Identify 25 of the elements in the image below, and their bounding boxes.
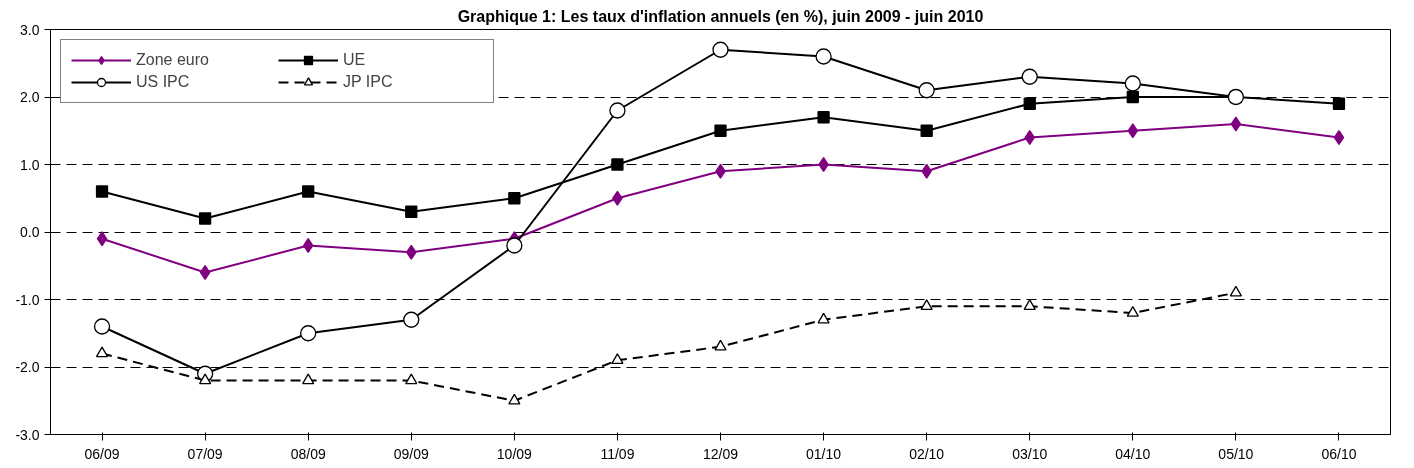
- x-tick-label: 07/09: [187, 445, 223, 462]
- x-tick-label: 04/10: [1115, 445, 1151, 462]
- x-tick-label: 02/10: [909, 445, 945, 462]
- x-tick-label: 10/09: [496, 445, 533, 462]
- x-tick-label: 01/10: [806, 445, 842, 462]
- y-tick-label: 3.0: [20, 21, 40, 38]
- legend-label: JP IPC: [343, 73, 394, 91]
- y-tick-label: 1.0: [20, 156, 40, 173]
- x-tick-label: 11/09: [600, 445, 635, 462]
- y-tick-label: -2.0: [15, 359, 40, 375]
- x-tick-label: 05/10: [1218, 445, 1254, 462]
- legend-label: Zone euro: [136, 51, 210, 69]
- y-tick-label: -3.0: [15, 426, 40, 443]
- x-tick-label: 09/09: [393, 445, 429, 462]
- x-tick-label: 08/09: [290, 445, 326, 462]
- y-tick-label: 2.0: [20, 89, 40, 105]
- x-tick-label: 12/09: [702, 445, 739, 462]
- x-tick-label: 03/10: [1012, 445, 1048, 462]
- chart-title: Graphique 1: Les taux d'inflation annuels (en %), juin 2009 - juin 2010: [457, 7, 984, 25]
- y-tick-label: -1.0: [15, 291, 40, 308]
- x-tick-label: 06/09: [84, 445, 120, 462]
- legend-label: UE: [343, 51, 367, 69]
- x-tick-label: 06/10: [1321, 445, 1357, 462]
- legend-label: US IPC: [136, 73, 191, 91]
- y-tick-label: 0.0: [20, 224, 40, 240]
